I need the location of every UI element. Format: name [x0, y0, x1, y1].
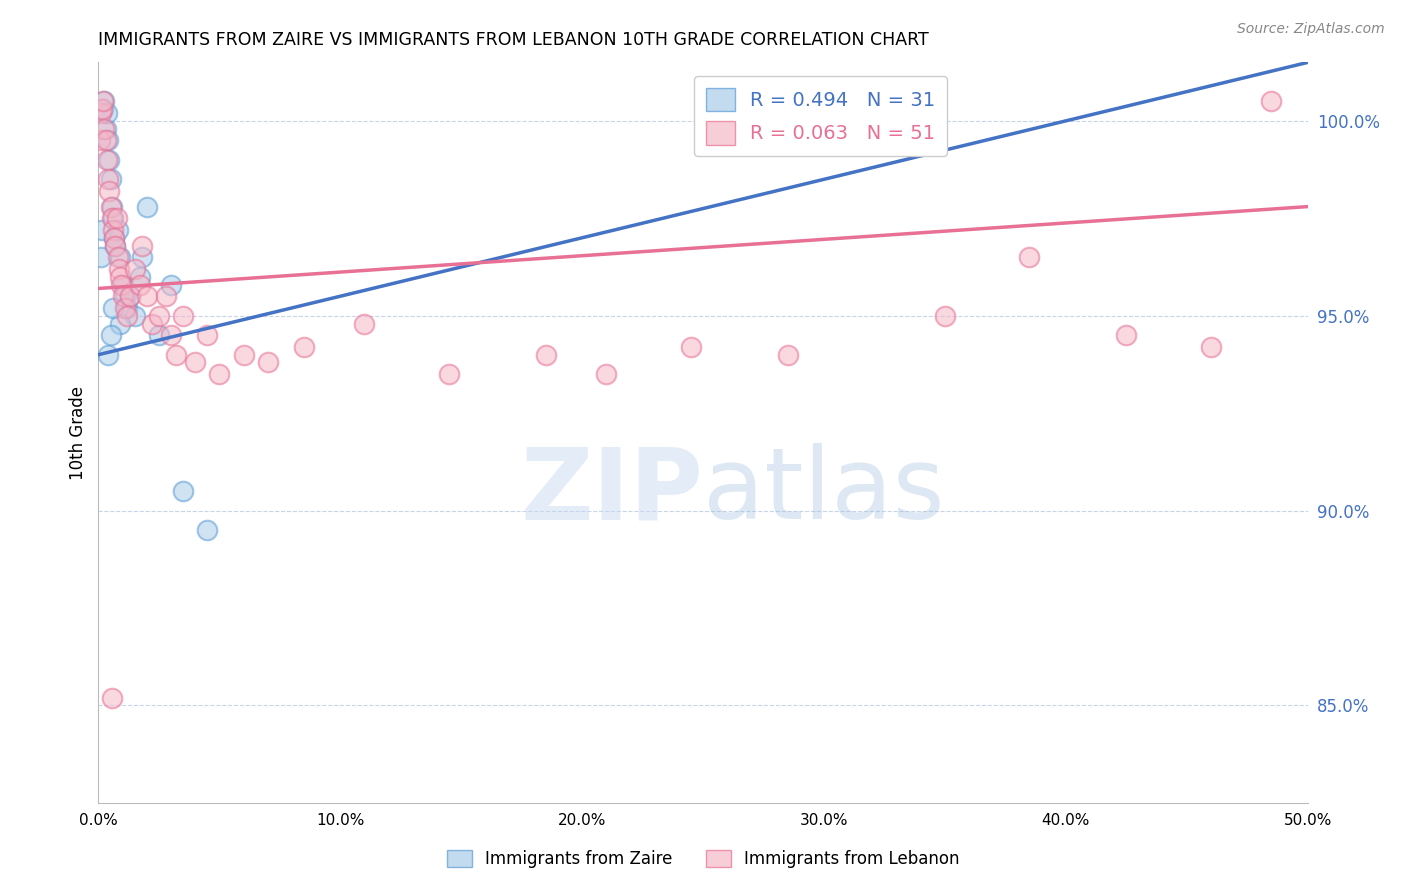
- Point: [108, 317, 131, 331]
- Point: [124, 309, 146, 323]
- Point: [100, 200, 122, 214]
- Text: IMMIGRANTS FROM ZAIRE VS IMMIGRANTS FROM LEBANON 10TH GRADE CORRELATION CHART: IMMIGRANTS FROM ZAIRE VS IMMIGRANTS FROM…: [98, 31, 929, 49]
- Point: [89, 133, 111, 147]
- Point: [128, 277, 150, 292]
- Legend: Immigrants from Zaire, Immigrants from Lebanon: Immigrants from Zaire, Immigrants from L…: [440, 843, 966, 875]
- Point: [292, 340, 315, 354]
- Point: [97, 172, 120, 186]
- Point: [91, 95, 114, 109]
- Point: [160, 328, 183, 343]
- Point: [96, 106, 118, 120]
- Point: [108, 262, 131, 277]
- Point: [101, 223, 124, 237]
- Point: [110, 277, 132, 292]
- Point: [172, 484, 194, 499]
- Point: [124, 262, 146, 277]
- Point: [103, 231, 125, 245]
- Point: [100, 211, 122, 226]
- Point: [104, 238, 127, 252]
- Point: [101, 211, 124, 226]
- Point: [1018, 250, 1040, 264]
- Point: [595, 367, 617, 381]
- Point: [91, 102, 114, 116]
- Point: [118, 289, 141, 303]
- Point: [534, 348, 557, 362]
- Point: [148, 328, 170, 343]
- Point: [94, 133, 117, 147]
- Point: [108, 250, 131, 264]
- Point: [93, 121, 115, 136]
- Point: [208, 367, 231, 381]
- Point: [195, 328, 218, 343]
- Point: [135, 200, 157, 214]
- Point: [131, 238, 153, 252]
- Point: [1115, 328, 1137, 343]
- Point: [111, 289, 134, 303]
- Text: ZIP: ZIP: [520, 443, 703, 541]
- Point: [131, 250, 153, 264]
- Point: [1260, 95, 1282, 109]
- Point: [98, 153, 121, 167]
- Point: [100, 200, 122, 214]
- Point: [93, 95, 115, 109]
- Point: [1199, 340, 1222, 354]
- Point: [184, 355, 207, 369]
- Point: [107, 250, 129, 264]
- Point: [934, 309, 956, 323]
- Point: [165, 348, 187, 362]
- Point: [101, 301, 124, 315]
- Point: [172, 309, 194, 323]
- Y-axis label: 10th Grade: 10th Grade: [69, 385, 87, 480]
- Point: [108, 269, 131, 284]
- Legend: R = 0.494   N = 31, R = 0.063   N = 51: R = 0.494 N = 31, R = 0.063 N = 51: [695, 76, 948, 156]
- Point: [114, 301, 136, 315]
- Point: [94, 121, 117, 136]
- Point: [90, 250, 112, 264]
- Point: [160, 277, 183, 292]
- Point: [141, 317, 163, 331]
- Text: Source: ZipAtlas.com: Source: ZipAtlas.com: [1237, 22, 1385, 37]
- Point: [96, 153, 118, 167]
- Point: [97, 133, 120, 147]
- Point: [100, 328, 122, 343]
- Point: [105, 211, 128, 226]
- Point: [104, 238, 127, 252]
- Point: [117, 301, 139, 315]
- Point: [155, 289, 177, 303]
- Point: [195, 523, 218, 537]
- Point: [103, 231, 125, 245]
- Point: [437, 367, 460, 381]
- Text: atlas: atlas: [703, 443, 945, 541]
- Point: [117, 309, 139, 323]
- Point: [353, 317, 375, 331]
- Point: [135, 289, 157, 303]
- Point: [98, 184, 121, 198]
- Point: [90, 106, 112, 120]
- Point: [148, 309, 170, 323]
- Point: [128, 269, 150, 284]
- Point: [100, 172, 122, 186]
- Point: [114, 289, 136, 303]
- Point: [100, 690, 122, 705]
- Point: [679, 340, 702, 354]
- Point: [232, 348, 254, 362]
- Point: [118, 289, 141, 303]
- Point: [97, 348, 120, 362]
- Point: [776, 348, 799, 362]
- Point: [256, 355, 278, 369]
- Point: [111, 277, 134, 292]
- Point: [91, 223, 114, 237]
- Point: [107, 223, 129, 237]
- Point: [91, 102, 114, 116]
